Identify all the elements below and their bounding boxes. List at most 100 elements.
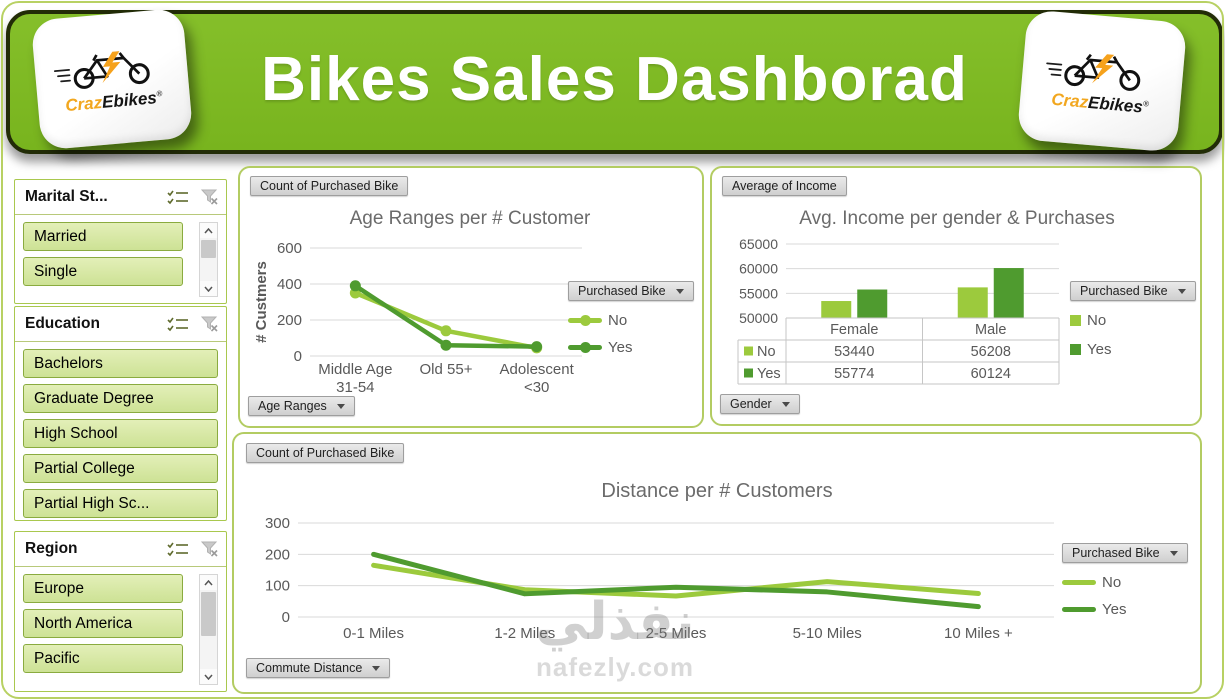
svg-text:Adolescent: Adolescent — [500, 361, 575, 378]
legend-item-yes: Yes — [568, 339, 694, 356]
svg-text:300: 300 — [265, 515, 290, 532]
scrollbar-track[interactable] — [200, 590, 217, 669]
legend-swatch-icon — [1070, 315, 1081, 326]
svg-text:Middle Age: Middle Age — [318, 361, 392, 378]
svg-text:53440: 53440 — [834, 344, 874, 360]
slicer-item-graduate-degree[interactable]: Graduate Degree — [23, 384, 218, 413]
distance-chart-panel: Count of Purchased Bike Distance per # C… — [232, 432, 1202, 694]
chart-legend: Purchased Bike No Yes — [1070, 281, 1196, 358]
legend-swatch-icon — [1062, 607, 1096, 612]
dropdown-arrow-icon — [1177, 288, 1186, 294]
slicer-item-bachelors[interactable]: Bachelors — [23, 349, 218, 378]
brand-logo-left: CrazEbikes® — [30, 7, 194, 151]
slicer-item-north-america[interactable]: North America — [23, 609, 183, 638]
svg-text:60124: 60124 — [971, 366, 1011, 382]
svg-text:100: 100 — [265, 578, 290, 595]
clear-filter-icon[interactable] — [201, 541, 218, 557]
svg-text:0: 0 — [282, 609, 290, 626]
chart-title: Distance per # Customers — [601, 480, 833, 502]
svg-text:1-2 Miles: 1-2 Miles — [494, 625, 555, 642]
clear-filter-icon[interactable] — [201, 189, 218, 205]
slicer-item-partial-high-sc[interactable]: Partial High Sc... — [23, 489, 218, 518]
slicer-item-high-school[interactable]: High School — [23, 419, 218, 448]
header-banner: Bikes Sales Dashborad — [6, 10, 1223, 154]
purchased-bike-filter-button[interactable]: Purchased Bike — [568, 281, 694, 301]
legend-label: No — [1102, 574, 1122, 591]
bike-icon — [1046, 53, 1141, 91]
income-chart-panel: Average of Income Avg. Income per gender… — [710, 166, 1202, 426]
commute-distance-axis-button[interactable]: Commute Distance — [246, 658, 391, 678]
svg-text:65000: 65000 — [739, 236, 778, 252]
svg-text:Old 55+: Old 55+ — [420, 361, 473, 378]
slicer-item-list: Bachelors Graduate Degree High School Parti… — [23, 349, 218, 518]
slicer-item-married[interactable]: Married — [23, 222, 183, 251]
scroll-up-icon[interactable] — [200, 575, 217, 590]
slicer-title: Marital St... — [25, 188, 108, 205]
svg-text:Female: Female — [830, 322, 878, 338]
scroll-up-icon[interactable] — [200, 223, 217, 238]
svg-text:5-10 Miles: 5-10 Miles — [793, 625, 862, 642]
pivot-field-button[interactable]: Count of Purchased Bike — [250, 176, 409, 196]
svg-text:400: 400 — [277, 276, 302, 293]
gender-axis-button[interactable]: Gender — [720, 394, 800, 414]
svg-text:10 Miles +: 10 Miles + — [944, 625, 1013, 642]
svg-text:55000: 55000 — [739, 285, 778, 301]
legend-item-no: No — [1062, 574, 1188, 591]
svg-text:<30: <30 — [524, 379, 549, 396]
purchased-bike-filter-button[interactable]: Purchased Bike — [1070, 281, 1196, 301]
svg-text:# Custmers: # Custmers — [253, 261, 270, 343]
slicer-item-pacific[interactable]: Pacific — [23, 644, 183, 673]
legend-label: No — [608, 312, 628, 329]
legend-item-no: No — [1070, 312, 1196, 329]
svg-text:60000: 60000 — [739, 261, 778, 277]
slicer-title: Region — [25, 540, 78, 557]
svg-text:Yes: Yes — [757, 366, 781, 382]
scrollbar-thumb[interactable] — [201, 592, 216, 636]
slicer-scrollbar[interactable] — [199, 222, 218, 297]
svg-text:56208: 56208 — [971, 344, 1011, 360]
income-bar-chart: 50000 55000 60000 65000 Female Male No 53440 562… — [737, 236, 1060, 385]
dropdown-arrow-icon — [781, 401, 790, 407]
age-ranges-axis-button[interactable]: Age Ranges — [248, 396, 355, 416]
chart-title: Avg. Income per gender & Purchases — [799, 208, 1115, 229]
scrollbar-thumb[interactable] — [201, 240, 216, 258]
slicer-education: Education Bachelors Graduate Degree High S… — [14, 306, 227, 521]
brand-logo-right: CrazEbikes® — [1016, 9, 1188, 153]
scroll-down-icon[interactable] — [200, 669, 217, 684]
legend-swatch-icon — [568, 315, 602, 326]
distance-line-chart: 0 100 200 300 0-1 Miles 1-2 Miles 2-5 Miles 5-1… — [265, 515, 1054, 642]
slicer-item-single[interactable]: Single — [23, 257, 183, 286]
slicer-item-partial-college[interactable]: Partial College — [23, 454, 218, 483]
pivot-field-button[interactable]: Count of Purchased Bike — [246, 443, 405, 463]
multi-select-icon[interactable] — [167, 316, 189, 333]
multi-select-icon[interactable] — [167, 541, 189, 558]
scrollbar-track[interactable] — [200, 238, 217, 281]
chart-legend: Purchased Bike No Yes — [1062, 543, 1188, 618]
multi-select-icon[interactable] — [167, 189, 189, 206]
svg-text:0-1 Miles: 0-1 Miles — [343, 625, 404, 642]
clear-filter-icon[interactable] — [201, 316, 218, 332]
slicer-item-europe[interactable]: Europe — [23, 574, 183, 603]
pivot-field-button[interactable]: Average of Income — [722, 176, 847, 196]
chart-legend: Purchased Bike No Yes — [568, 281, 694, 356]
legend-label: Yes — [1087, 341, 1112, 358]
page-title: Bikes Sales Dashborad — [261, 44, 968, 114]
purchased-bike-filter-button[interactable]: Purchased Bike — [1062, 543, 1188, 563]
dropdown-arrow-icon — [336, 403, 345, 409]
svg-text:2-5 Miles: 2-5 Miles — [646, 625, 707, 642]
svg-text:31-54: 31-54 — [336, 379, 374, 396]
svg-text:0: 0 — [294, 348, 302, 365]
svg-text:200: 200 — [265, 546, 290, 563]
slicer-marital-status: Marital St... Married Single — [14, 179, 227, 304]
legend-item-yes: Yes — [1062, 601, 1188, 618]
age-chart-panel: Count of Purchased Bike Age Ranges per #… — [238, 166, 704, 428]
legend-swatch-icon — [568, 342, 602, 353]
svg-text:50000: 50000 — [739, 310, 778, 326]
slicer-title: Education — [25, 315, 100, 332]
legend-swatch-icon — [1062, 580, 1096, 585]
scroll-down-icon[interactable] — [200, 281, 217, 296]
bike-icon — [53, 51, 150, 89]
slicer-scrollbar[interactable] — [199, 574, 218, 685]
